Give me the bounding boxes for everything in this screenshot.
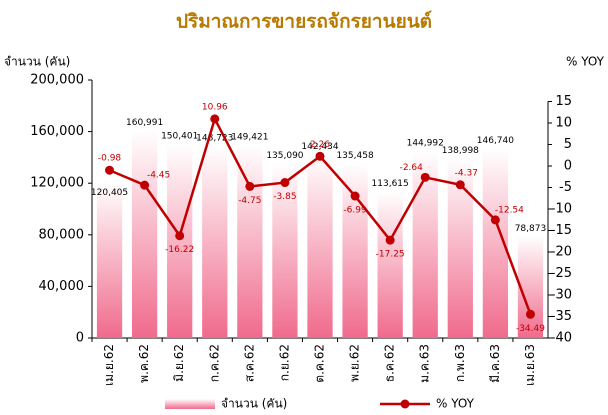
yoy-value-label: -2.64 <box>400 163 424 173</box>
y2-tick-label: -40 <box>551 331 572 346</box>
bar-value-label: 78,873 <box>515 224 547 234</box>
bar <box>202 146 228 338</box>
y-tick-label: 200,000 <box>30 73 84 88</box>
chart-title: ปริมาณการขายรถจักรยานยนต์ <box>176 11 432 33</box>
x-tick-label: ก.พ.63 <box>453 344 467 382</box>
y-tick-label: 160,000 <box>30 124 84 139</box>
bar-value-label: 149,421 <box>231 133 268 143</box>
y-tick-label: 80,000 <box>39 227 85 242</box>
yoy-value-label: -4.45 <box>147 171 170 181</box>
yoy-value-label: -6.99 <box>343 206 367 216</box>
yoy-value-label: -16.22 <box>165 245 194 255</box>
bar <box>412 150 438 338</box>
x-tick-label: ก.ค.62 <box>207 344 221 382</box>
bar <box>96 182 123 338</box>
yoy-marker <box>525 309 535 319</box>
bar-value-label: 120,405 <box>91 188 128 198</box>
yoy-value-label: -4.37 <box>455 168 478 178</box>
yoy-marker <box>140 180 150 190</box>
y-tick-label: 0 <box>76 331 84 346</box>
yoy-marker <box>455 180 465 190</box>
bar-value-label: 148,723 <box>196 134 233 144</box>
y2-tick-label: -5 <box>559 180 572 195</box>
yoy-marker <box>490 215 500 225</box>
legend-marker <box>400 399 410 409</box>
bar <box>272 163 298 338</box>
yoy-value-label: -3.85 <box>273 192 296 202</box>
yoy-marker <box>385 235 395 245</box>
yoy-marker <box>420 172 430 182</box>
x-tick-label: เม.ย.62 <box>102 344 116 386</box>
bar <box>377 191 403 338</box>
bar-value-label: 135,458 <box>336 151 373 161</box>
yoy-value-label: 10.96 <box>202 102 228 112</box>
y2-axis-label: % YOY <box>566 55 605 69</box>
bar-value-label: 150,401 <box>161 131 198 141</box>
bar-value-label: 138,998 <box>442 146 479 156</box>
y-tick-label: 40,000 <box>39 279 85 294</box>
y2-tick-label: -20 <box>551 245 572 260</box>
bar <box>167 143 193 338</box>
yoy-marker <box>175 231 185 241</box>
y2-tick-label: -30 <box>551 288 572 303</box>
x-tick-label: ส.ค.62 <box>242 344 256 382</box>
bar-value-label: 142,434 <box>301 142 338 152</box>
y2-tick-label: -15 <box>551 223 572 238</box>
x-tick-label: ธ.ค.62 <box>383 344 397 382</box>
y2-tick-label: 5 <box>564 137 572 152</box>
yoy-value-label: -34.49 <box>516 324 545 334</box>
legend-label: จำนวน (คัน) <box>221 397 287 411</box>
y2-tick-label: 15 <box>555 94 572 109</box>
x-tick-label: ม.ค.63 <box>418 344 432 383</box>
x-tick-label: พ.ย.62 <box>348 344 362 382</box>
bar <box>237 145 263 338</box>
yoy-marker <box>210 114 220 124</box>
yoy-marker <box>280 178 290 188</box>
y2-tick-label: -35 <box>551 309 572 324</box>
yoy-value-label: 2.26 <box>310 140 330 150</box>
y-axis-label: จำนวน (คัน) <box>4 55 70 69</box>
bar-value-label: 160,991 <box>126 118 163 128</box>
yoy-marker <box>315 151 325 161</box>
y-tick-label: 120,000 <box>30 176 84 191</box>
y2-tick-label: 10 <box>555 116 572 131</box>
bar-value-label: 135,090 <box>266 151 303 161</box>
yoy-marker <box>350 191 360 201</box>
y2-tick-label: -25 <box>551 266 572 281</box>
bar-value-label: 144,992 <box>407 138 444 148</box>
yoy-value-label: -4.75 <box>238 196 261 206</box>
bar-value-label: 146,740 <box>477 136 514 146</box>
x-tick-label: ก.ย.62 <box>277 344 291 381</box>
bar <box>342 163 368 338</box>
yoy-value-label: -0.98 <box>98 154 122 164</box>
bar <box>517 236 544 338</box>
yoy-marker <box>105 165 115 175</box>
x-tick-label: เม.ย.63 <box>523 344 537 386</box>
legend-label: % YOY <box>436 397 475 411</box>
y2-tick-label: 0 <box>564 159 572 174</box>
bar-value-label: 113,615 <box>372 179 409 189</box>
yoy-value-label: -17.25 <box>376 250 405 260</box>
x-tick-label: มิ.ย.62 <box>172 344 186 382</box>
bar <box>131 130 158 338</box>
bar <box>307 154 333 338</box>
x-tick-label: พ.ค.62 <box>137 344 151 383</box>
x-tick-label: ต.ค.62 <box>313 344 327 383</box>
legend-swatch <box>165 399 215 409</box>
x-tick-label: มี.ค.63 <box>488 344 502 383</box>
yoy-marker <box>245 181 255 191</box>
yoy-value-label: -12.54 <box>495 205 524 215</box>
y2-tick-label: -10 <box>551 202 572 217</box>
